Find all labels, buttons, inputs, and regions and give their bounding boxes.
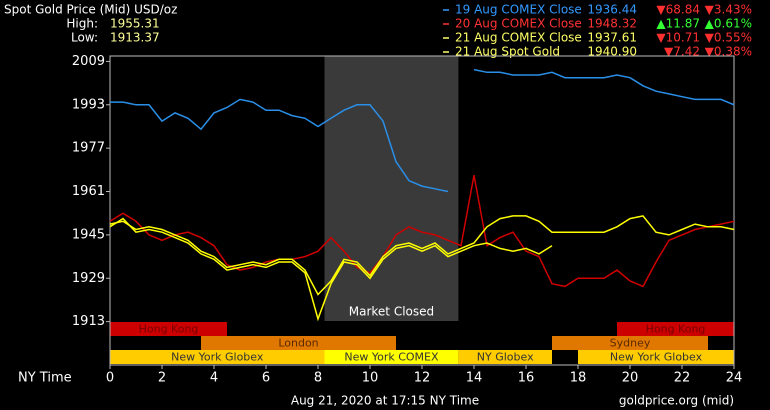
footer: Aug 21, 2020 at 17:15 NY Time [291, 394, 479, 408]
legend-pct: ▲0.61% [705, 17, 752, 31]
series-line [109, 175, 735, 288]
market-closed [324, 56, 459, 321]
source: goldprice.org (mid) [619, 394, 734, 408]
stat-value: 1955.31 [110, 17, 160, 31]
series-line [110, 68, 735, 193]
x-tick-label: 6 [262, 371, 270, 386]
series-line [109, 217, 553, 322]
legend-pct: ▼0.38% [705, 45, 752, 59]
legend-label: 19 Aug COMEX Close [455, 3, 582, 17]
session-bar [578, 350, 734, 364]
x-tick-label: 20 [622, 371, 639, 386]
x-tick-label: 12 [414, 371, 431, 386]
x-tick-label: 14 [466, 371, 483, 386]
legend-pct: ▼0.55% [705, 31, 752, 45]
session-label: New York Globex [610, 351, 703, 364]
y-tick-label: 1977 [72, 141, 105, 156]
y-tick-label: 1929 [72, 271, 105, 286]
x-tick-label: 10 [362, 371, 379, 386]
legend-change: ▼7.42 [664, 45, 700, 59]
session-label: London [278, 337, 318, 350]
chart-title: Spot Gold Price (Mid) USD/oz [4, 3, 177, 17]
session-bar [110, 350, 325, 364]
legend-change: ▲11.87 [656, 17, 700, 31]
x-tick-label: 0 [106, 371, 114, 386]
session-bar [110, 322, 227, 336]
legend-label: 21 Aug COMEX Close [455, 31, 582, 45]
session-label: New York COMEX [344, 351, 439, 364]
legend-change: ▼10.71 [656, 31, 700, 45]
legend-label: 21 Aug Spot Gold [455, 45, 560, 59]
session-label: Sydney [610, 337, 651, 350]
legend-close: 1937.61 [587, 31, 637, 45]
session-label: New York Globex [171, 351, 264, 364]
stat-label: High: [66, 17, 98, 31]
session-label: Hong Kong [139, 323, 199, 336]
y-tick-label: 2009 [72, 54, 105, 69]
session-bar [201, 336, 396, 350]
legend-close: 1948.32 [587, 17, 637, 31]
legend-pct: ▼3.43% [705, 3, 752, 17]
session-bar [617, 322, 734, 336]
series-line [109, 215, 735, 296]
session-bar [552, 336, 708, 350]
legend-close: 1940.90 [587, 45, 637, 59]
x-tick-label: 2 [158, 371, 166, 386]
y-tick-label: 1945 [72, 227, 105, 242]
x-axis-label: NY Time [18, 371, 72, 386]
x-tick-label: 16 [518, 371, 535, 386]
y-tick-label: 1961 [72, 184, 105, 199]
legend-label: 20 Aug COMEX Close [455, 17, 582, 31]
x-tick-label: 4 [210, 371, 218, 386]
x-tick-label: 22 [674, 371, 691, 386]
x-tick-label: 24 [726, 371, 743, 386]
y-tick-label: 1913 [72, 314, 105, 329]
x-tick-label: 18 [570, 371, 587, 386]
session-label: Hong Kong [646, 323, 706, 336]
y-tick-label: 1993 [72, 97, 105, 112]
session-label: NY Globex [477, 351, 534, 364]
legend-close: 1936.44 [587, 3, 637, 17]
market-closed-label: Market Closed [349, 305, 434, 319]
stat-label: Low: [71, 31, 98, 45]
session-bar [458, 350, 552, 364]
session-bar [324, 350, 459, 364]
legend-change: ▼68.84 [656, 3, 700, 17]
x-tick-label: 8 [314, 371, 322, 386]
stat-value: 1913.37 [110, 31, 160, 45]
